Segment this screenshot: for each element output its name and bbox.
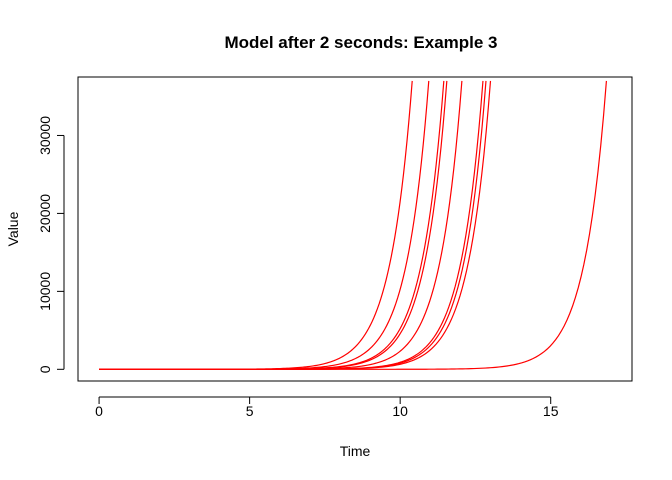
y-axis-label: Value: [5, 211, 21, 246]
series-line-2: [99, 80, 430, 370]
series-layer: [99, 80, 608, 370]
series-line-3: [99, 80, 445, 370]
y-tick-label-0: 0: [37, 365, 53, 373]
y-tick-label-2: 20000: [37, 194, 53, 233]
chart-title: Model after 2 seconds: Example 3: [224, 33, 497, 52]
series-line-9: [99, 80, 608, 370]
x-axis: 0 5 10 15: [95, 396, 559, 419]
x-tick-label-2: 10: [392, 403, 408, 419]
y-tick-label-3: 30000: [37, 116, 53, 155]
series-line-4: [99, 80, 448, 370]
x-tick-label-0: 0: [95, 403, 103, 419]
y-tick-label-1: 10000: [37, 272, 53, 311]
series-line-1: [99, 80, 413, 370]
plot-area-border: [77, 76, 633, 382]
series-line-5: [99, 80, 463, 370]
x-axis-label: Time: [340, 443, 371, 459]
y-axis: 0 10000 20000 30000: [37, 116, 65, 373]
x-tick-label-3: 15: [543, 403, 559, 419]
x-tick-label-1: 5: [246, 403, 254, 419]
